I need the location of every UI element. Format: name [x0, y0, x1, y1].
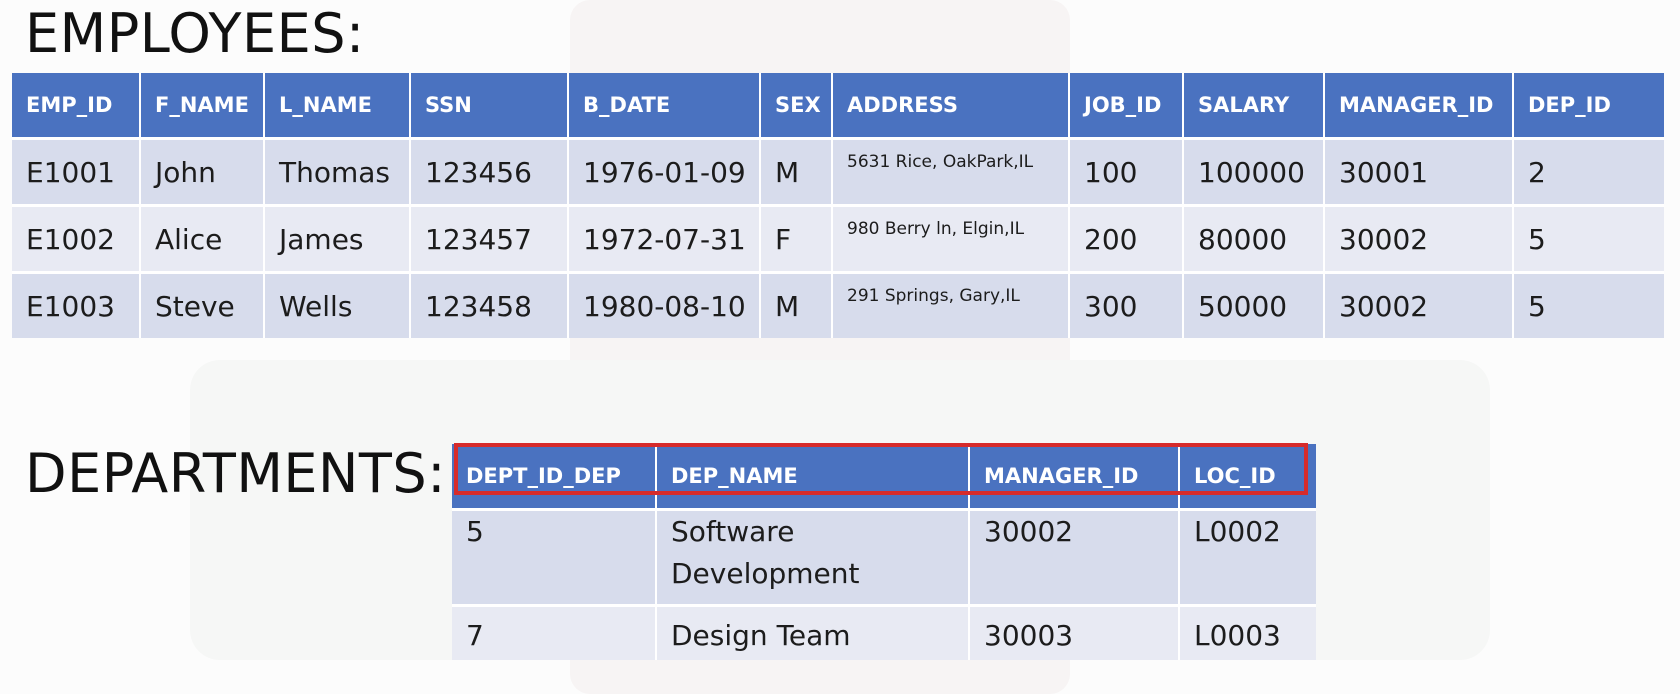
employees-cell: 300	[1070, 271, 1184, 338]
departments-table-row: 7 Design Team 30003 L0003	[452, 604, 1316, 660]
employees-cell: 100	[1070, 137, 1184, 204]
departments-cell: Design Team	[657, 604, 970, 660]
departments-header-cell: LOC_ID	[1180, 444, 1316, 508]
employees-cell: Alice	[141, 204, 265, 271]
employees-address-cell: 291 Springs, Gary,IL	[833, 271, 1070, 338]
employees-cell: M	[761, 137, 833, 204]
departments-header-cell: DEP_NAME	[657, 444, 970, 508]
employees-cell: 123458	[411, 271, 569, 338]
employees-cell: John	[141, 137, 265, 204]
employees-cell: 123457	[411, 204, 569, 271]
employees-header-cell: SSN	[411, 73, 569, 137]
departments-header-cell: MANAGER_ID	[970, 444, 1180, 508]
employees-cell: Wells	[265, 271, 411, 338]
employees-cell: E1003	[12, 271, 141, 338]
employees-header-cell: DEP_ID	[1514, 73, 1664, 137]
employees-cell: 30002	[1325, 204, 1514, 271]
employees-address-cell: 5631 Rice, OakPark,IL	[833, 137, 1070, 204]
employees-cell: 1972-07-31	[569, 204, 761, 271]
departments-cell: L0003	[1180, 604, 1316, 660]
employees-cell: 1980-08-10	[569, 271, 761, 338]
employees-cell: James	[265, 204, 411, 271]
employees-header-cell: L_NAME	[265, 73, 411, 137]
employees-cell: F	[761, 204, 833, 271]
employees-cell: 123456	[411, 137, 569, 204]
employees-cell: 50000	[1184, 271, 1325, 338]
employees-table-row: E1001 John Thomas 123456 1976-01-09 M 56…	[12, 137, 1664, 204]
employees-header-cell: ADDRESS	[833, 73, 1070, 137]
departments-cell: 5	[452, 508, 657, 604]
employees-address-cell: 980 Berry ln, Elgin,IL	[833, 204, 1070, 271]
employees-title: EMPLOYEES:	[25, 2, 365, 65]
departments-table: DEPT_ID_DEP DEP_NAME MANAGER_ID LOC_ID 5…	[452, 444, 1316, 660]
employees-header-cell: F_NAME	[141, 73, 265, 137]
employees-cell: Steve	[141, 271, 265, 338]
employees-cell: 100000	[1184, 137, 1325, 204]
employees-header-cell: MANAGER_ID	[1325, 73, 1514, 137]
employees-cell: 30001	[1325, 137, 1514, 204]
employees-header-cell: JOB_ID	[1070, 73, 1184, 137]
departments-cell: Software Development	[657, 508, 970, 604]
departments-header-cell: DEPT_ID_DEP	[452, 444, 657, 508]
employees-cell: 5	[1514, 271, 1664, 338]
employees-cell: 1976-01-09	[569, 137, 761, 204]
employees-header-cell: SALARY	[1184, 73, 1325, 137]
employees-cell: 30002	[1325, 271, 1514, 338]
departments-title: DEPARTMENTS:	[25, 442, 446, 505]
employees-header-row: EMP_ID F_NAME L_NAME SSN B_DATE SEX ADDR…	[12, 73, 1664, 137]
departments-cell: 30003	[970, 604, 1180, 660]
employees-table-row: E1003 Steve Wells 123458 1980-08-10 M 29…	[12, 271, 1664, 338]
departments-cell: 30002	[970, 508, 1180, 604]
employees-cell: 5	[1514, 204, 1664, 271]
employees-table: EMP_ID F_NAME L_NAME SSN B_DATE SEX ADDR…	[12, 73, 1664, 338]
departments-cell: 7	[452, 604, 657, 660]
departments-header-row: DEPT_ID_DEP DEP_NAME MANAGER_ID LOC_ID	[452, 444, 1316, 508]
employees-header-cell: EMP_ID	[12, 73, 141, 137]
employees-header-cell: SEX	[761, 73, 833, 137]
employees-cell: E1002	[12, 204, 141, 271]
employees-table-row: E1002 Alice James 123457 1972-07-31 F 98…	[12, 204, 1664, 271]
employees-header-cell: B_DATE	[569, 73, 761, 137]
departments-table-row: 5 Software Development 30002 L0002	[452, 508, 1316, 604]
employees-cell: E1001	[12, 137, 141, 204]
employees-cell: Thomas	[265, 137, 411, 204]
employees-cell: 200	[1070, 204, 1184, 271]
employees-cell: 80000	[1184, 204, 1325, 271]
employees-cell: M	[761, 271, 833, 338]
employees-cell: 2	[1514, 137, 1664, 204]
departments-cell: L0002	[1180, 508, 1316, 604]
